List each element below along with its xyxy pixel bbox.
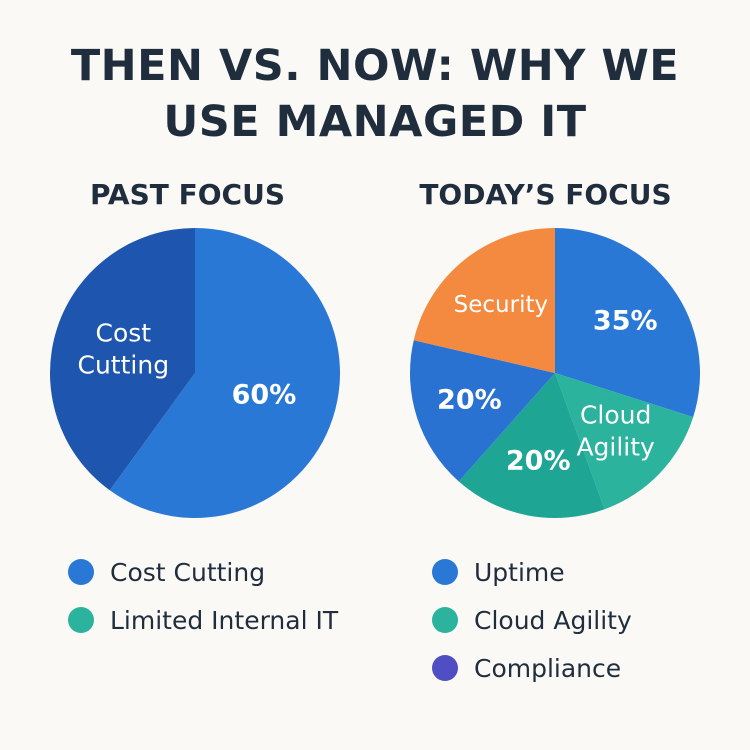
title-line-1: THEN VS. NOW: WHY WE [70,41,680,91]
legend-swatch [432,655,458,681]
slice-label-20: 20% [506,445,571,476]
legend-item: Cost Cutting [68,548,338,596]
slice-label-20: 20% [437,384,502,415]
legend-label: Cost Cutting [110,557,266,587]
slice-label-cloud-agility: Cloud Agility [576,400,655,461]
past-focus-title: PAST FOCUS [89,178,285,211]
legend-swatch [68,559,94,585]
legend-item: Compliance [432,644,632,692]
title-line-2: USE MANAGED IT [163,97,587,147]
pie-slice-2 [458,373,605,518]
pie-slice-1 [50,228,196,491]
legend-item: Cloud Agility [432,596,632,644]
legend-swatch [68,607,94,633]
slice-label-cost-cutting: Cost Cutting [78,319,170,380]
pie-slice-4 [413,228,555,373]
page-title: THEN VS. NOW: WHY WE USE MANAGED IT [0,38,750,150]
pie-slice-1 [555,373,694,510]
legend-label: Limited Internal IT [110,605,339,635]
legend-swatch [432,607,458,633]
todays-focus-legend: Uptime Cloud Agility Compliance [432,548,632,692]
legend-label: Compliance [474,653,622,683]
pie-slice-0 [555,228,700,418]
legend-label: Uptime [474,557,565,587]
legend-item: Limited Internal IT [68,596,338,644]
legend-swatch [432,559,458,585]
past-focus-legend: Cost Cutting Limited Internal IT [68,548,338,644]
past-focus-pie: 60% Cost Cutting [50,228,341,518]
slice-label-35: 35% [593,305,658,336]
pie-slice-0 [109,228,341,518]
slice-label-60: 60% [232,379,297,410]
pie-slice-3 [410,340,555,482]
todays-focus-title: TODAY’S FOCUS [419,178,672,211]
slice-label-security: Security [454,291,548,317]
legend-item: Uptime [432,548,632,596]
legend-label: Cloud Agility [474,605,632,635]
